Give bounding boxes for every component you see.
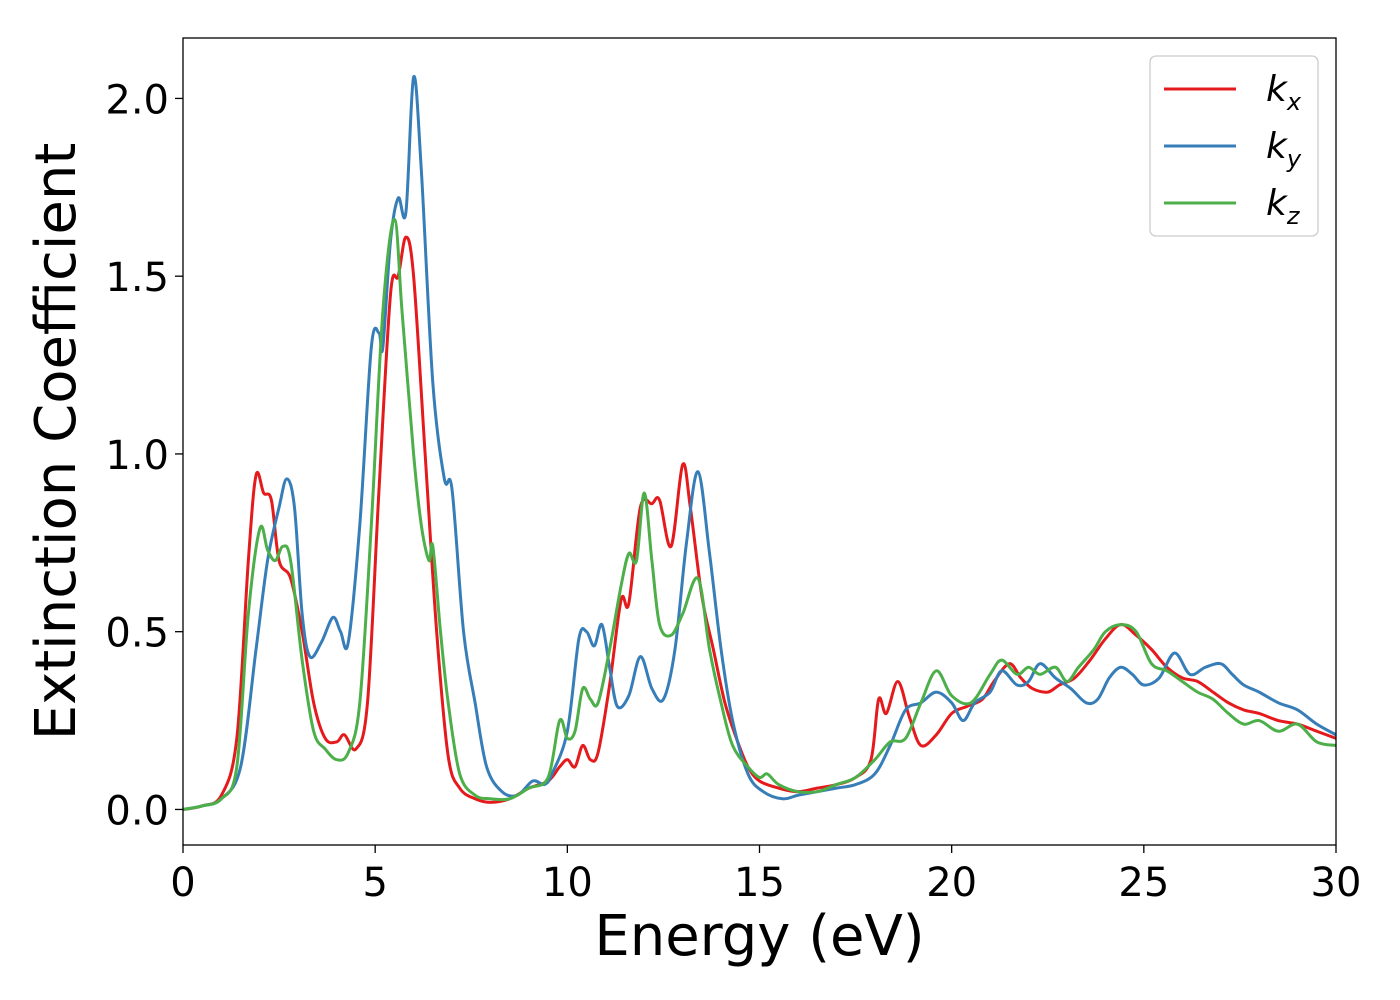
- x-tick-label: 30: [1311, 860, 1362, 906]
- y-tick-label: 1.5: [105, 255, 169, 301]
- legend: kx ky kz: [1149, 55, 1319, 237]
- x-tick-label: 5: [362, 860, 387, 906]
- legend-label-kx: kx: [1266, 69, 1302, 116]
- y-tick-label: 2.0: [105, 77, 169, 123]
- x-tick-label: 20: [926, 860, 977, 906]
- legend-label-kz: kz: [1266, 183, 1301, 230]
- x-tick-label: 15: [734, 860, 785, 906]
- y-axis-label: Extinction Coefficient: [24, 143, 89, 741]
- x-axis: 0 5 10 15 20 25 30: [170, 845, 1361, 906]
- y-axis: 0.0 0.5 1.0 1.5 2.0: [105, 77, 183, 834]
- x-tick-label: 25: [1118, 860, 1169, 906]
- series-line-kz: [183, 217, 1336, 811]
- legend-label-ky: ky: [1266, 126, 1302, 173]
- x-axis-label: Energy (eV): [594, 904, 924, 969]
- series-line-kx: [183, 235, 1336, 811]
- series-line-ky: [183, 75, 1336, 811]
- y-tick-label: 0.5: [105, 611, 169, 657]
- x-tick-label: 0: [170, 860, 195, 906]
- x-tick-label: 10: [542, 860, 593, 906]
- y-tick-label: 0.0: [105, 788, 169, 834]
- y-tick-label: 1.0: [105, 433, 169, 479]
- plot-lines: [183, 75, 1336, 811]
